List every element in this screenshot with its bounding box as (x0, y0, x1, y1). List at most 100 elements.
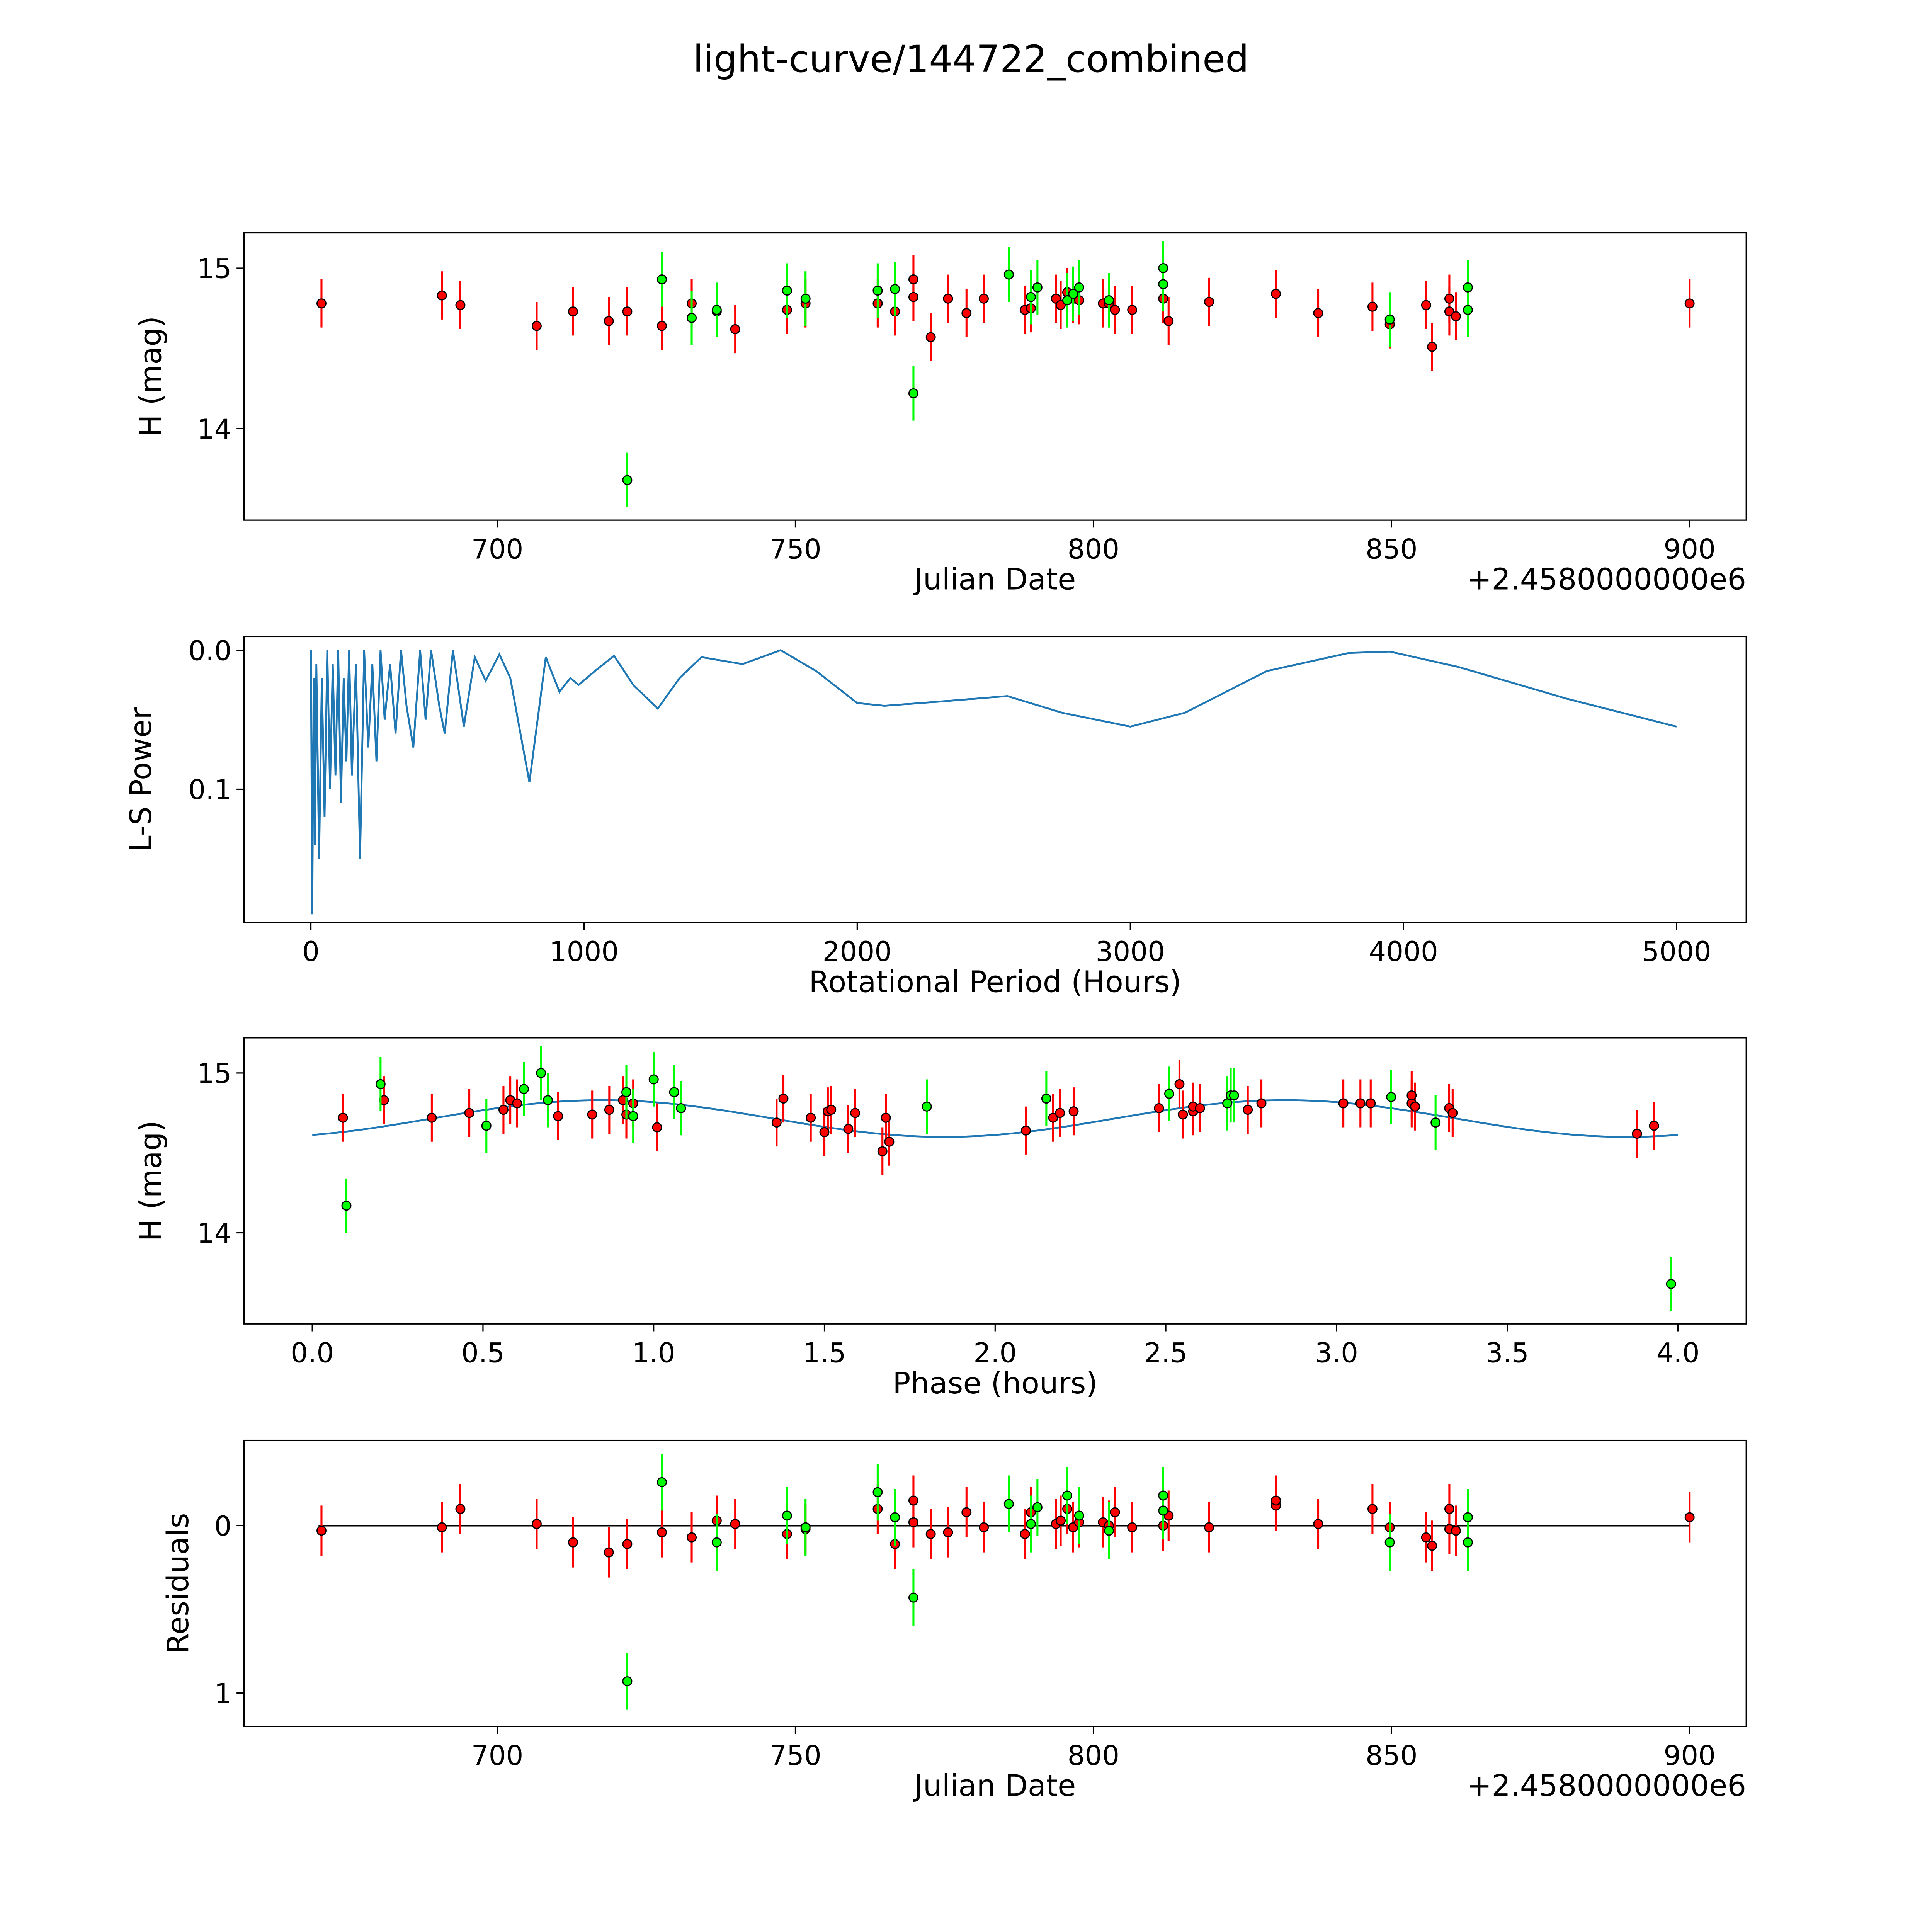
data-point (1127, 1522, 1138, 1532)
data-point (908, 388, 918, 398)
data-point (908, 292, 918, 302)
x-tick-label: 2.5 (1144, 1337, 1187, 1369)
data-point (890, 1512, 900, 1522)
plot-area (310, 649, 1677, 915)
x-tick-label: 700 (471, 534, 524, 565)
data-point (877, 1146, 888, 1156)
data-point (379, 1095, 389, 1105)
data-point (316, 298, 327, 309)
data-point (1032, 282, 1043, 293)
data-point (1355, 1098, 1366, 1109)
y-tick-label: 14 (197, 413, 232, 445)
data-point (1367, 1504, 1378, 1514)
data-point (628, 1111, 638, 1121)
x-tick-label: 0.5 (461, 1337, 505, 1369)
x-tick-label: 900 (1663, 534, 1716, 565)
data-point (1127, 304, 1138, 315)
series-green (622, 241, 1473, 507)
data-point (316, 1526, 327, 1536)
series-green (341, 1046, 1676, 1311)
data-point (1313, 1519, 1323, 1529)
data-point (800, 293, 811, 304)
data-point (943, 1527, 953, 1537)
data-point (1421, 300, 1431, 310)
data-point (543, 1095, 553, 1105)
data-point (1427, 342, 1437, 352)
axes-frame (243, 1439, 1747, 1727)
plot-area (312, 1046, 1678, 1311)
data-point (621, 1087, 632, 1097)
data-point (622, 1539, 633, 1549)
data-point (1062, 1490, 1072, 1501)
data-point (1406, 1090, 1417, 1100)
x-tick-label: 4.0 (1656, 1337, 1699, 1369)
data-point (1384, 314, 1395, 325)
subplot-lightcurve: 700 750 800 850 900 15 14 Julian Date H (mag) +2.… (134, 232, 1747, 597)
y-axis-label: H (mag) (134, 316, 168, 437)
data-point (622, 1676, 633, 1687)
x-axis-label: Phase (hours) (893, 1366, 1097, 1401)
data-point (1026, 1519, 1036, 1529)
data-point (1427, 1541, 1437, 1551)
data-point (961, 1507, 972, 1517)
x-tick-label: 750 (769, 534, 821, 565)
data-point (1158, 263, 1168, 273)
data-point (1163, 316, 1174, 327)
periodogram-line (310, 649, 1677, 915)
series-red (316, 255, 1695, 371)
data-point (687, 1532, 697, 1543)
x-tick-label: 3.5 (1486, 1337, 1529, 1369)
data-point (519, 1084, 529, 1094)
data-point (1386, 1092, 1396, 1102)
data-point (1195, 1103, 1205, 1113)
x-tick-label: 850 (1366, 1740, 1418, 1771)
x-tick-label: 2.0 (973, 1337, 1017, 1369)
data-point (1158, 279, 1168, 289)
data-point (1367, 301, 1378, 312)
data-point (455, 1504, 466, 1514)
data-point (730, 1519, 740, 1529)
data-point (800, 1522, 811, 1532)
x-tick-label: 0.0 (291, 1337, 334, 1369)
data-point (427, 1112, 437, 1123)
data-point (1003, 269, 1014, 280)
data-point (512, 1098, 522, 1109)
x-tick-label: 800 (1068, 534, 1120, 565)
data-point (676, 1103, 686, 1113)
data-point (1074, 1510, 1084, 1521)
data-point (648, 1074, 659, 1085)
data-point (850, 1108, 861, 1118)
x-tick-label: 4000 (1369, 936, 1438, 968)
data-point (1430, 1117, 1441, 1128)
data-point (481, 1121, 492, 1131)
data-point (1032, 1502, 1043, 1512)
data-point (881, 1112, 891, 1123)
data-point (771, 1117, 782, 1128)
data-point (1384, 1537, 1395, 1548)
data-point (1164, 1088, 1174, 1099)
data-point (1204, 1522, 1214, 1532)
data-point (1632, 1129, 1642, 1139)
data-point (979, 293, 989, 304)
data-point (455, 300, 466, 310)
x-tick-label: 850 (1366, 534, 1418, 565)
data-point (568, 306, 578, 317)
data-point (782, 1510, 792, 1521)
data-point (656, 1477, 667, 1487)
data-point (1110, 1507, 1120, 1517)
data-point (1410, 1101, 1420, 1112)
data-point (1020, 1125, 1031, 1136)
data-point (908, 1592, 918, 1603)
data-point (1338, 1098, 1349, 1109)
subplot-residuals: 700 750 800 850 900 0 1 Julian Date Residuals +2.… (161, 1439, 1747, 1803)
y-tick-label: 15 (197, 1058, 232, 1090)
x-tick-label: 800 (1068, 1740, 1120, 1771)
data-point (1026, 292, 1036, 302)
data-point (437, 290, 447, 301)
data-point (531, 321, 542, 331)
axes-frame (243, 232, 1747, 521)
data-point (464, 1108, 474, 1118)
y-tick-label: 14 (197, 1218, 232, 1249)
data-point (1684, 298, 1695, 309)
figure-title: light-curve/144722_combined (693, 37, 1249, 81)
